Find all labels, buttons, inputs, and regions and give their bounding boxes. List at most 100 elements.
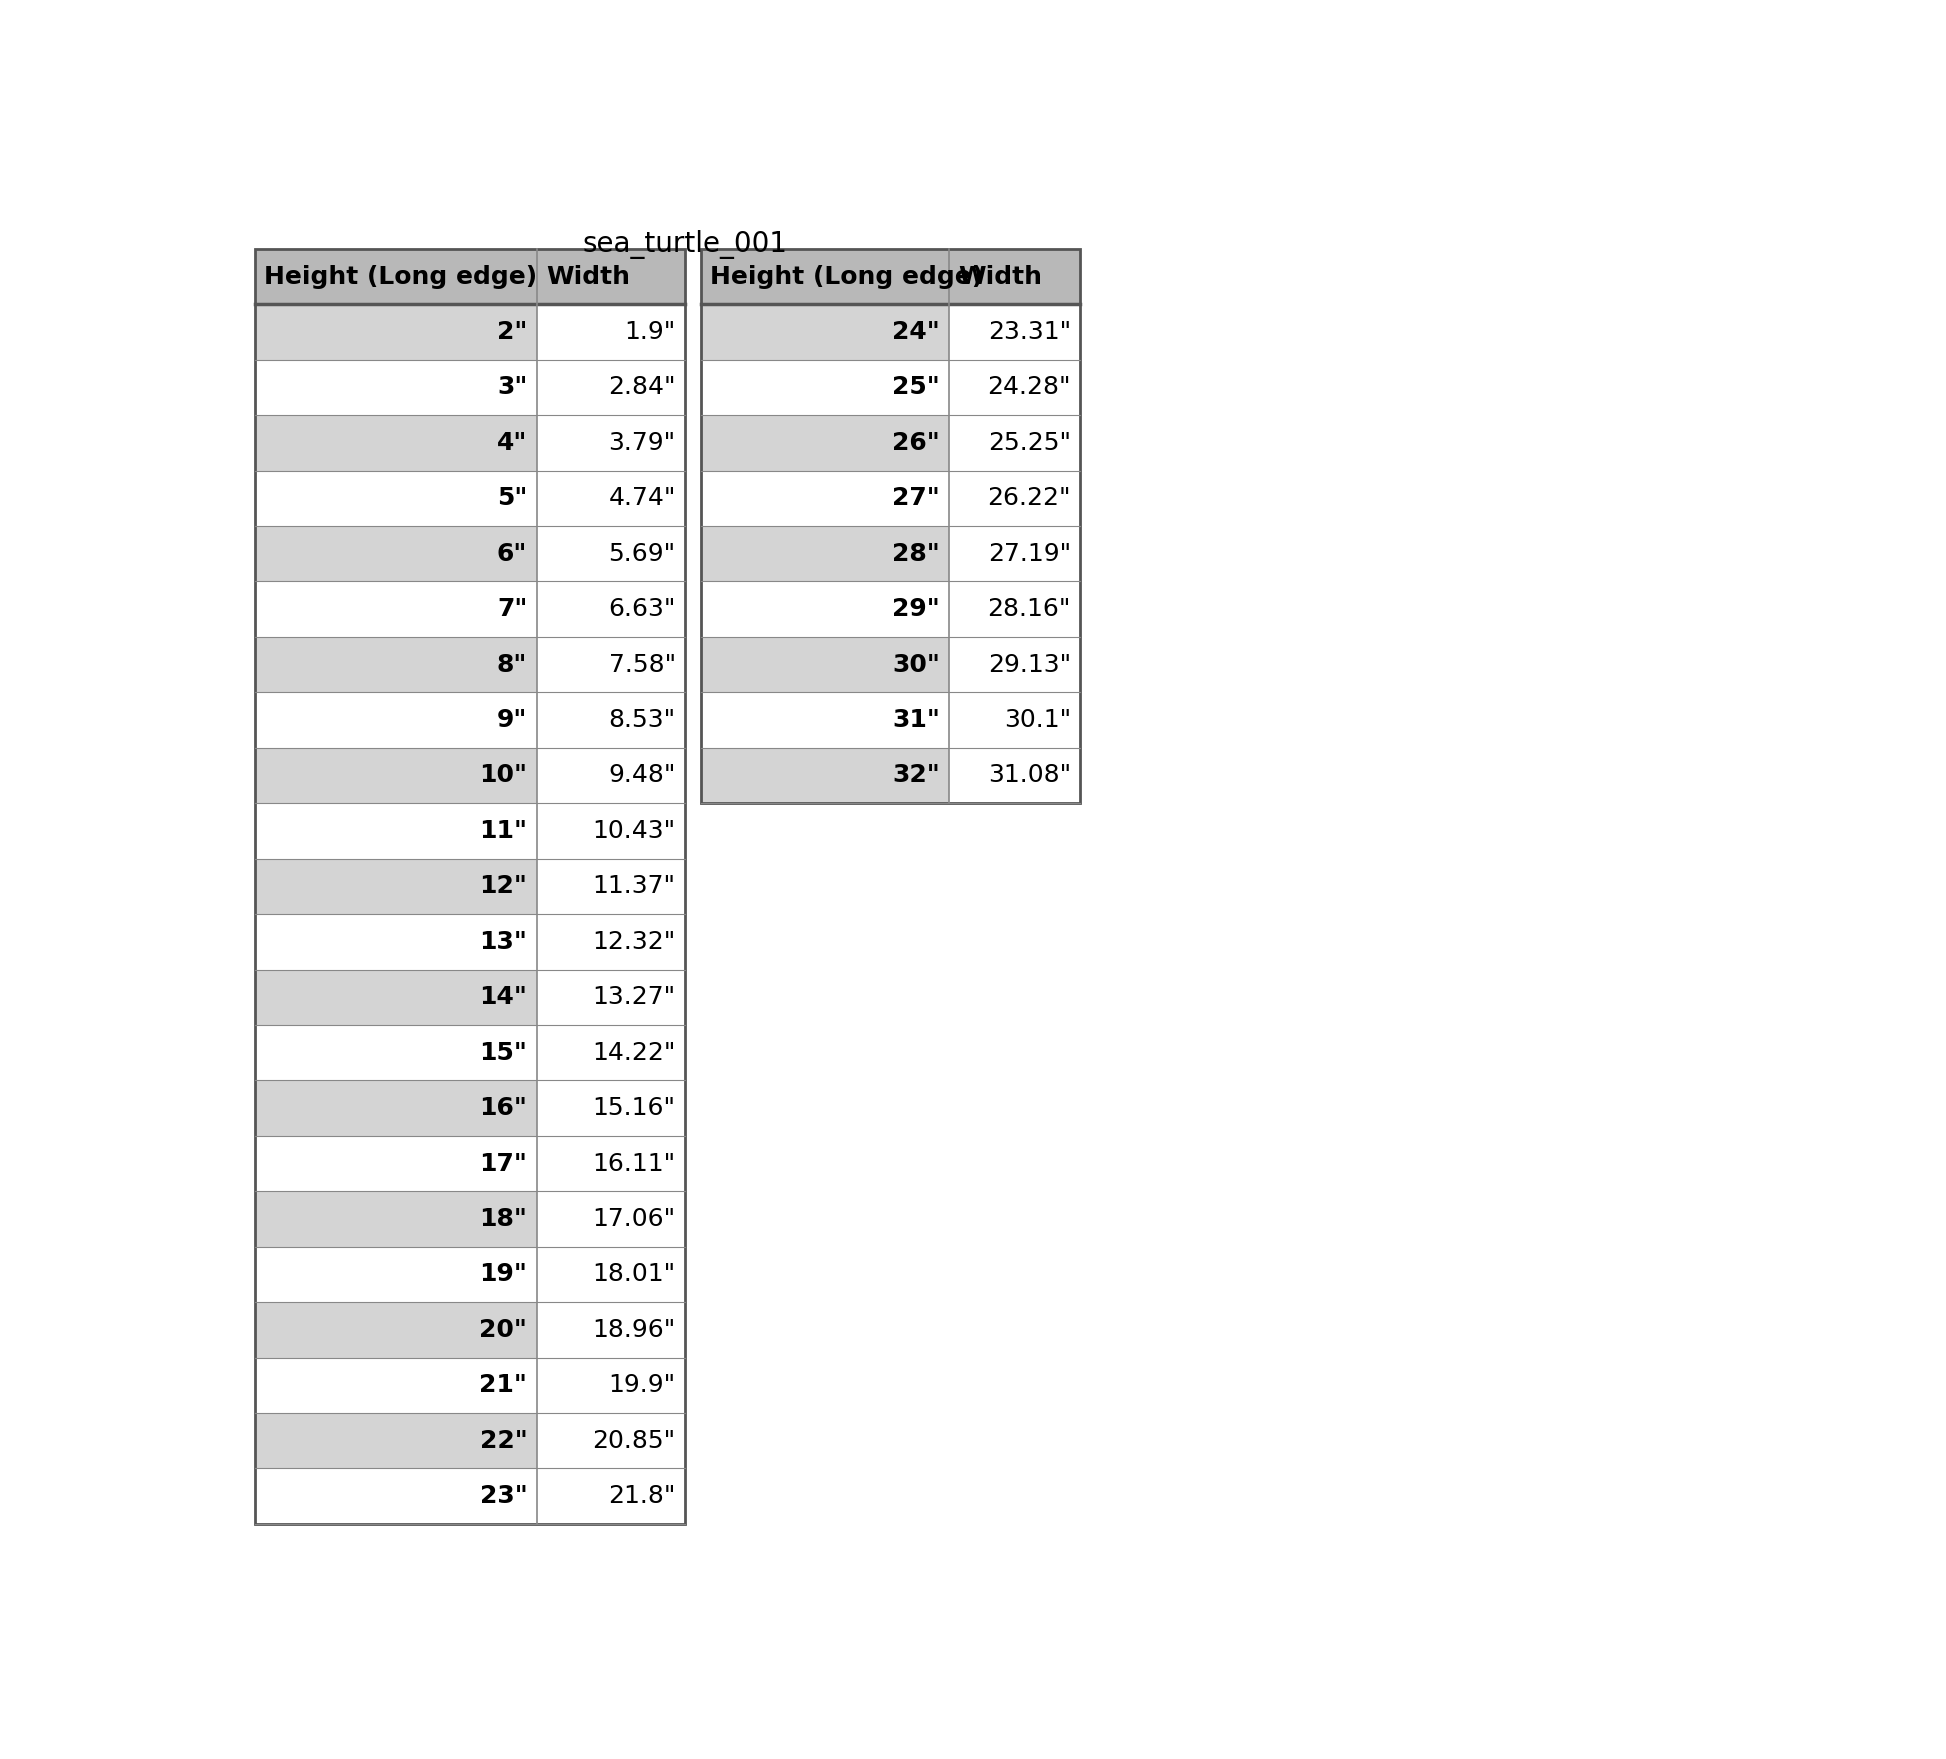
Text: 8.53": 8.53" <box>609 709 675 732</box>
Bar <box>255 1191 537 1247</box>
Text: Height (Long edge): Height (Long edge) <box>710 264 983 288</box>
Text: 7.58": 7.58" <box>609 653 675 677</box>
Bar <box>537 1358 685 1412</box>
Bar <box>537 304 685 359</box>
Text: 24.28": 24.28" <box>987 375 1070 399</box>
Bar <box>255 582 537 637</box>
Bar <box>537 359 685 415</box>
Bar <box>255 969 537 1025</box>
Text: 27.19": 27.19" <box>989 542 1070 566</box>
Text: Height (Long edge): Height (Long edge) <box>265 264 537 288</box>
Text: 11": 11" <box>479 820 527 843</box>
Text: 19.9": 19.9" <box>609 1374 675 1397</box>
Bar <box>255 304 537 359</box>
Bar <box>701 637 950 693</box>
Bar <box>701 248 1080 804</box>
Text: 28.16": 28.16" <box>987 596 1070 621</box>
Text: 25": 25" <box>891 375 940 399</box>
Bar <box>950 637 1080 693</box>
Text: Width: Width <box>547 264 631 288</box>
Bar <box>255 1136 537 1191</box>
Bar <box>537 1025 685 1080</box>
Bar <box>950 526 1080 582</box>
Text: 4": 4" <box>496 431 527 456</box>
Bar <box>537 693 685 748</box>
Bar <box>950 693 1080 748</box>
Bar <box>537 1412 685 1469</box>
Bar <box>255 471 537 526</box>
Text: 9.48": 9.48" <box>609 763 675 788</box>
Text: 20.85": 20.85" <box>594 1428 675 1453</box>
Bar <box>701 359 950 415</box>
Bar <box>255 1025 537 1080</box>
Text: 17": 17" <box>479 1152 527 1175</box>
Text: 16.11": 16.11" <box>594 1152 675 1175</box>
Bar <box>255 1247 537 1302</box>
Bar <box>255 1412 537 1469</box>
Bar <box>701 304 950 359</box>
Bar <box>701 693 950 748</box>
Text: Width: Width <box>959 264 1043 288</box>
Text: 6.63": 6.63" <box>609 596 675 621</box>
Bar <box>255 1080 537 1136</box>
Text: 13": 13" <box>479 931 527 953</box>
Bar <box>537 969 685 1025</box>
Text: 10": 10" <box>479 763 527 788</box>
Text: 17.06": 17.06" <box>594 1207 675 1231</box>
Bar <box>701 748 950 804</box>
Bar <box>537 1191 685 1247</box>
Bar <box>255 637 537 693</box>
Text: 12": 12" <box>479 874 527 899</box>
Bar <box>537 748 685 804</box>
Bar <box>950 415 1080 471</box>
Text: 8": 8" <box>496 653 527 677</box>
Text: 21.8": 21.8" <box>609 1485 675 1507</box>
Text: 29": 29" <box>891 596 940 621</box>
Text: 32": 32" <box>891 763 940 788</box>
Text: 26.22": 26.22" <box>987 485 1070 510</box>
Bar <box>537 526 685 582</box>
Bar <box>255 1302 537 1358</box>
Bar <box>537 637 685 693</box>
Bar <box>950 582 1080 637</box>
Bar <box>255 804 537 858</box>
Bar <box>255 248 537 304</box>
Text: 31.08": 31.08" <box>989 763 1070 788</box>
Bar <box>701 526 950 582</box>
Bar <box>537 415 685 471</box>
Text: 25.25": 25.25" <box>989 431 1070 456</box>
Bar <box>537 1302 685 1358</box>
Bar <box>537 804 685 858</box>
Text: 31": 31" <box>891 709 940 732</box>
Bar <box>537 471 685 526</box>
Bar <box>255 748 537 804</box>
Text: 15.16": 15.16" <box>594 1096 675 1120</box>
Text: 26": 26" <box>891 431 940 456</box>
Text: sea_turtle_001: sea_turtle_001 <box>582 230 788 259</box>
Text: 21": 21" <box>479 1374 527 1397</box>
Bar <box>255 1358 537 1412</box>
Text: 9": 9" <box>496 709 527 732</box>
Text: 28": 28" <box>891 542 940 566</box>
Text: 30": 30" <box>891 653 940 677</box>
Bar <box>701 415 950 471</box>
Text: 13.27": 13.27" <box>594 985 675 1010</box>
Bar <box>701 582 950 637</box>
Bar <box>255 858 537 915</box>
Text: 5.69": 5.69" <box>609 542 675 566</box>
Bar <box>255 526 537 582</box>
Bar <box>537 582 685 637</box>
Bar <box>537 1080 685 1136</box>
Text: 16": 16" <box>479 1096 527 1120</box>
Bar <box>701 471 950 526</box>
Text: 7": 7" <box>496 596 527 621</box>
Bar <box>950 248 1080 304</box>
Bar <box>701 248 950 304</box>
Text: 18.96": 18.96" <box>592 1317 675 1342</box>
Text: 30.1": 30.1" <box>1004 709 1070 732</box>
Text: 20": 20" <box>479 1317 527 1342</box>
Bar <box>255 359 537 415</box>
Bar <box>255 415 537 471</box>
Text: 22": 22" <box>479 1428 527 1453</box>
Bar <box>537 1136 685 1191</box>
